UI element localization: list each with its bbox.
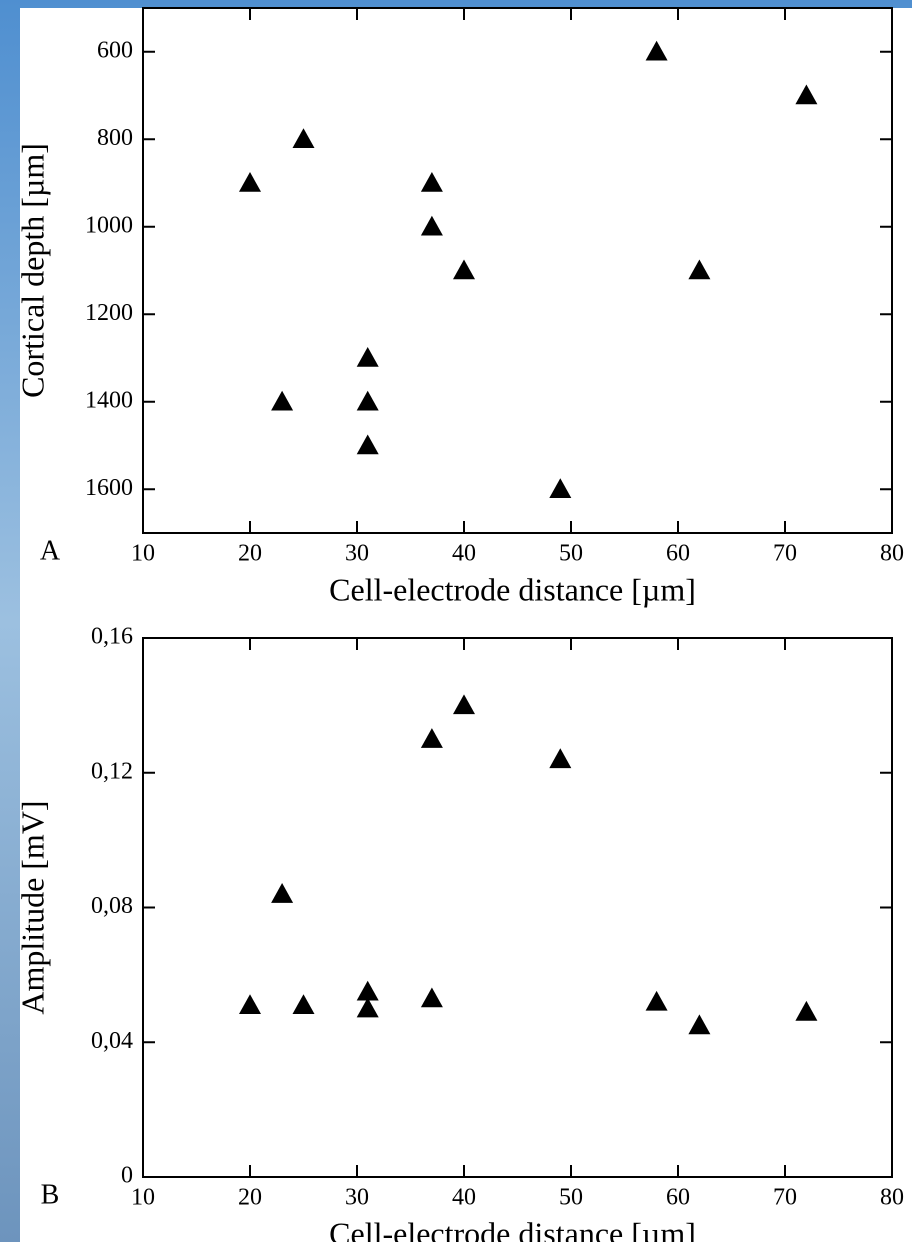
y-tick-label: 1000 bbox=[85, 212, 133, 238]
marker bbox=[688, 1014, 711, 1035]
x-tick-label: 20 bbox=[238, 541, 262, 567]
x-tick-label: 10 bbox=[131, 1185, 155, 1211]
marker bbox=[795, 1000, 818, 1021]
marker bbox=[795, 84, 818, 105]
y-tick-label: 0 bbox=[121, 1163, 133, 1189]
marker bbox=[356, 347, 379, 367]
marker bbox=[420, 987, 443, 1008]
x-tick-label: 50 bbox=[559, 541, 583, 567]
marker bbox=[420, 215, 443, 236]
x-tick-label: 30 bbox=[345, 541, 369, 567]
x-tick-label: 50 bbox=[559, 1185, 583, 1211]
y-axis-title: Cortical depth [µm] bbox=[14, 143, 50, 398]
y-tick-label: 1600 bbox=[85, 475, 133, 501]
marker bbox=[356, 997, 379, 1018]
marker bbox=[420, 172, 443, 192]
y-tick-label: 1400 bbox=[85, 387, 133, 413]
chart-panel bbox=[20, 8, 912, 1242]
marker bbox=[549, 748, 572, 769]
x-tick-label: 60 bbox=[666, 541, 690, 567]
x-tick-label: 70 bbox=[773, 1185, 797, 1211]
y-tick-label: 0,04 bbox=[91, 1028, 133, 1054]
y-tick-label: 0,12 bbox=[91, 758, 133, 784]
y-tick-label: 600 bbox=[97, 37, 133, 63]
x-tick-label: 70 bbox=[773, 541, 797, 567]
marker bbox=[239, 172, 261, 192]
marker bbox=[239, 994, 261, 1014]
marker bbox=[271, 390, 294, 411]
y-tick-label: 1200 bbox=[85, 300, 133, 326]
marker bbox=[356, 980, 379, 1001]
marker bbox=[420, 728, 443, 748]
x-tick-label: 40 bbox=[452, 541, 476, 567]
plot-frame bbox=[142, 7, 893, 534]
x-tick-label: 40 bbox=[452, 1185, 476, 1211]
marker bbox=[645, 40, 668, 61]
x-tick-label: 30 bbox=[345, 1185, 369, 1211]
x-tick-label: 20 bbox=[238, 1185, 262, 1211]
x-tick-label: 80 bbox=[880, 541, 904, 567]
marker bbox=[292, 994, 315, 1014]
y-tick-label: 0,08 bbox=[91, 893, 133, 919]
x-tick-label: 80 bbox=[880, 1185, 904, 1211]
marker bbox=[645, 990, 668, 1011]
x-tick-label: 60 bbox=[666, 1185, 690, 1211]
panel-label: B bbox=[41, 1179, 60, 1210]
marker bbox=[453, 259, 475, 280]
y-tick-label: 800 bbox=[97, 125, 133, 151]
x-axis-title: Cell-electrode distance [µm] bbox=[329, 1215, 696, 1242]
marker bbox=[271, 883, 294, 903]
x-tick-label: 10 bbox=[131, 541, 155, 567]
y-axis-title: Amplitude [mV] bbox=[14, 800, 50, 1014]
x-axis-title: Cell-electrode distance [µm] bbox=[329, 571, 696, 607]
marker bbox=[356, 434, 379, 455]
marker bbox=[453, 694, 475, 715]
marker bbox=[549, 478, 572, 499]
y-tick-label: 0,16 bbox=[91, 624, 133, 650]
marker bbox=[356, 390, 379, 411]
marker bbox=[292, 128, 315, 149]
panel-label: A bbox=[40, 535, 61, 566]
marker bbox=[688, 259, 711, 280]
